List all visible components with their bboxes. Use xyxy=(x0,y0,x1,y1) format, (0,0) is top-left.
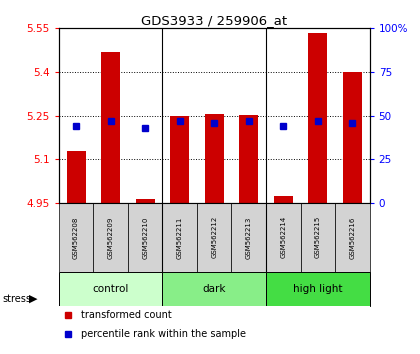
Bar xyxy=(170,116,189,203)
Bar xyxy=(66,150,86,203)
Text: ▶: ▶ xyxy=(29,294,37,304)
Bar xyxy=(301,203,335,272)
Text: stress: stress xyxy=(2,294,31,304)
Bar xyxy=(163,203,197,272)
Text: GSM562213: GSM562213 xyxy=(246,216,252,258)
Text: high light: high light xyxy=(293,284,343,294)
Bar xyxy=(163,272,266,306)
Text: percentile rank within the sample: percentile rank within the sample xyxy=(81,329,246,339)
Text: GSM562211: GSM562211 xyxy=(177,216,183,258)
Bar xyxy=(59,203,93,272)
Bar xyxy=(239,115,258,203)
Bar xyxy=(231,203,266,272)
Bar xyxy=(308,33,327,203)
Bar xyxy=(136,199,155,203)
Bar xyxy=(128,203,163,272)
Text: GSM562208: GSM562208 xyxy=(73,216,79,258)
Text: GSM562215: GSM562215 xyxy=(315,216,321,258)
Text: GSM562209: GSM562209 xyxy=(108,216,113,258)
Bar xyxy=(101,52,120,203)
Title: GDS3933 / 259906_at: GDS3933 / 259906_at xyxy=(141,14,287,27)
Bar xyxy=(335,203,370,272)
Text: GSM562212: GSM562212 xyxy=(211,216,217,258)
Text: GSM562214: GSM562214 xyxy=(280,216,286,258)
Bar xyxy=(197,203,231,272)
Bar xyxy=(266,272,370,306)
Text: GSM562216: GSM562216 xyxy=(349,216,355,258)
Text: dark: dark xyxy=(202,284,226,294)
Bar xyxy=(274,196,293,203)
Bar xyxy=(266,203,301,272)
Bar xyxy=(343,72,362,203)
Bar xyxy=(93,203,128,272)
Text: control: control xyxy=(92,284,129,294)
Text: transformed count: transformed count xyxy=(81,310,171,320)
Bar xyxy=(59,272,163,306)
Text: GSM562210: GSM562210 xyxy=(142,216,148,258)
Bar xyxy=(205,114,224,203)
